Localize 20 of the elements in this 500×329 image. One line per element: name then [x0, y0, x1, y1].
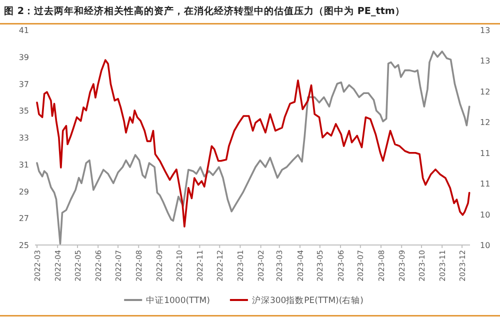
y2-tick-label: 11 — [480, 180, 490, 189]
y-tick-label: 33 — [18, 134, 29, 142]
y2-tick-label: 10 — [480, 210, 490, 220]
y-tick-label: 25 — [18, 241, 29, 250]
chart-title: 图 2：过去两年和经济相关性高的资产，在消化经济转型中的估值压力（图中为 PE_ttm） — [4, 5, 405, 17]
y-tick-label: 41 — [18, 26, 29, 35]
y-tick-label: 35 — [18, 106, 29, 116]
y-tick-label: 27 — [18, 214, 29, 224]
y2-tick-label: 12 — [480, 118, 490, 128]
y-tick-label: 31 — [18, 160, 29, 170]
legend-label: 中证1000(TTM) — [146, 295, 210, 306]
y-tick-label: 37 — [18, 80, 29, 89]
y2-tick-label: 11 — [480, 148, 490, 158]
y2-tick-label: 10 — [480, 241, 490, 250]
y-tick-label: 39 — [18, 52, 29, 62]
y2-tick-label: 12 — [480, 87, 490, 96]
y2-tick-label: 13 — [480, 56, 490, 66]
legend-label: 沪深300指数PE(TTM)(右轴) — [252, 295, 364, 306]
y-tick-label: 29 — [18, 187, 29, 196]
y2-tick-label: 13 — [480, 26, 490, 35]
